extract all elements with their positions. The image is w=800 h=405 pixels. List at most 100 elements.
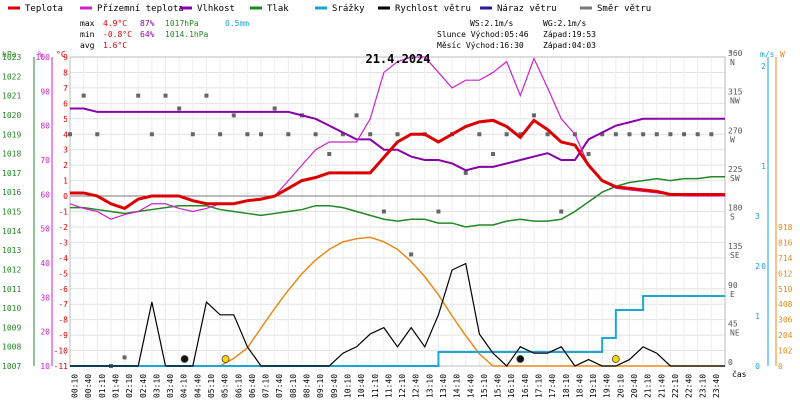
wind-direction-point: [409, 252, 414, 257]
c-tick: -7: [58, 300, 68, 309]
stats-pressure: 1017hPa: [165, 19, 199, 28]
time-tick: 21:40: [657, 374, 666, 398]
chart-title: 21.4.2024: [365, 52, 430, 66]
x-axis-label: čas: [732, 369, 747, 379]
ms-tick-lower: 0: [755, 362, 760, 371]
w-tick: 918: [778, 223, 793, 232]
wind-direction-point: [81, 93, 86, 98]
time-tick: 08:10: [289, 374, 298, 398]
c-tick: 9: [63, 53, 68, 62]
stats-pressure: 1014.1hPa: [165, 30, 209, 39]
series-ground-temp: [69, 56, 725, 220]
deg-tick: 90: [728, 281, 738, 290]
hpa-tick: 1013: [2, 246, 21, 255]
c-tick: -2: [58, 223, 68, 232]
time-tick: 00:40: [84, 374, 93, 398]
ms-tick-upper: 2: [761, 62, 766, 71]
c-tick: 6: [63, 99, 68, 108]
stats-rain: 0.5mm: [225, 19, 249, 28]
chart-header: Teplota Přízemní teplota Vlhkost Tlak Srážky…: [8, 4, 651, 50]
legend-label: Tlak: [267, 4, 289, 14]
legend-label: Vlhkost: [197, 4, 235, 14]
time-tick: 04:40: [193, 374, 202, 398]
hpa-tick: 1016: [2, 188, 21, 197]
c-tick: -3: [58, 238, 68, 247]
c-tick: 2: [63, 161, 68, 170]
wind-direction-point: [340, 132, 345, 137]
hpa-tick: 1011: [2, 285, 21, 294]
time-tick: 22:40: [685, 374, 694, 398]
hpa-tick: 1012: [2, 265, 21, 274]
w-axis-title: W: [780, 50, 785, 59]
deg-tick: 0: [728, 358, 733, 367]
grid: [69, 56, 726, 367]
legend-label: Srážky: [332, 4, 365, 14]
w-tick: 408: [778, 300, 793, 309]
stats-humidity: 64%: [140, 30, 155, 39]
wind-direction-point: [504, 132, 509, 137]
stats-temp: 4.9°C: [103, 19, 127, 28]
time-tick: 07:40: [275, 374, 284, 398]
moonrise-marker: [516, 355, 525, 363]
time-tick: 12:40: [412, 374, 421, 398]
wind-direction-point: [531, 113, 536, 118]
wind-direction-point: [613, 132, 618, 137]
hpa-tick: 1007: [2, 362, 21, 371]
c-tick: 0: [63, 192, 68, 201]
w-tick: 0: [778, 362, 783, 371]
astro-info: WS:2.1m/s: [470, 19, 514, 28]
wind-direction-point: [122, 355, 127, 360]
stats-temp: 1.6°C: [103, 41, 127, 50]
time-tick: 17:40: [548, 374, 557, 398]
wind-direction-point: [586, 151, 591, 156]
hpa-axis-title: hPa: [2, 50, 17, 59]
time-tick: 18:10: [562, 374, 571, 398]
time-tick: 19:10: [589, 374, 598, 398]
time-tick: 00:10: [71, 374, 80, 398]
pct-tick: 80: [40, 122, 50, 131]
series-wind-speed: [70, 262, 725, 367]
time-tick: 11:10: [371, 374, 380, 398]
time-tick: 01:10: [98, 374, 107, 398]
time-tick: 15:40: [494, 374, 503, 398]
time-tick: 09:10: [316, 374, 325, 398]
time-tick: 05:40: [221, 374, 230, 398]
wind-direction-point: [627, 132, 632, 137]
wind-direction-point: [136, 93, 141, 98]
c-tick: -4: [58, 254, 68, 263]
wind-direction-point: [149, 132, 154, 137]
legend-label: Směr větru: [597, 4, 651, 14]
c-tick: 1: [63, 177, 68, 186]
time-tick: 07:10: [262, 374, 271, 398]
wind-direction-point: [354, 113, 359, 118]
time-tick: 16:40: [521, 374, 530, 398]
deg-tick: 360: [728, 49, 743, 58]
c-axis-title: °C: [56, 50, 66, 59]
wind-direction-point: [368, 132, 373, 137]
sunrise-marker: [221, 355, 230, 363]
sunset-marker: [611, 355, 620, 363]
hpa-tick: 1020: [2, 111, 21, 120]
stats-temp: -0.8°C: [103, 30, 132, 39]
legend-label: Rychlost větru: [395, 4, 471, 14]
series-humidity: [70, 107, 725, 172]
pct-tick: 10: [40, 362, 50, 371]
time-tick: 11:40: [384, 374, 393, 398]
time-tick: 13:10: [425, 374, 434, 398]
pct-tick: 40: [40, 259, 50, 268]
time-tick: 12:10: [398, 374, 407, 398]
c-tick: 8: [63, 68, 68, 77]
time-tick: 02:10: [125, 374, 134, 398]
left-axes: hPa% °C1023102210211020101910181017101610…: [2, 50, 68, 371]
time-tick: 01:40: [111, 374, 120, 398]
hpa-tick: 1015: [2, 208, 21, 217]
time-tick: 10:10: [343, 374, 352, 398]
wind-direction-point: [395, 132, 400, 137]
wind-direction-point: [463, 170, 468, 175]
deg-tick: 45: [728, 319, 738, 328]
wind-direction-point: [68, 132, 72, 137]
c-tick: -10: [54, 347, 69, 356]
wind-direction-point: [95, 132, 100, 137]
deg-tick: 180: [728, 204, 743, 213]
